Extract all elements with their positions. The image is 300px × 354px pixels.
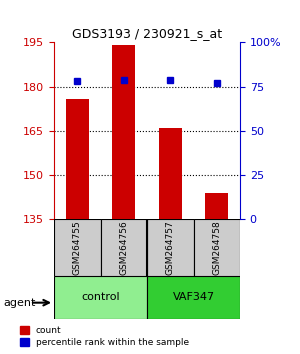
Legend: count, percentile rank within the sample: count, percentile rank within the sample (20, 326, 189, 347)
FancyBboxPatch shape (194, 219, 240, 276)
FancyBboxPatch shape (100, 219, 147, 276)
Text: GSM264757: GSM264757 (166, 221, 175, 275)
Bar (112, 45, 135, 219)
Text: VAF347: VAF347 (172, 292, 214, 302)
Text: control: control (81, 292, 120, 302)
Text: agent: agent (3, 298, 35, 308)
FancyBboxPatch shape (147, 219, 194, 276)
Bar (66, 98, 89, 219)
FancyBboxPatch shape (54, 276, 147, 319)
Bar (159, 128, 182, 219)
FancyBboxPatch shape (54, 219, 100, 276)
Text: GSM264756: GSM264756 (119, 221, 128, 275)
Text: GSM264758: GSM264758 (212, 221, 221, 275)
Title: GDS3193 / 230921_s_at: GDS3193 / 230921_s_at (72, 27, 222, 40)
Bar (205, 193, 228, 219)
FancyBboxPatch shape (147, 276, 240, 319)
Text: GSM264755: GSM264755 (73, 221, 82, 275)
